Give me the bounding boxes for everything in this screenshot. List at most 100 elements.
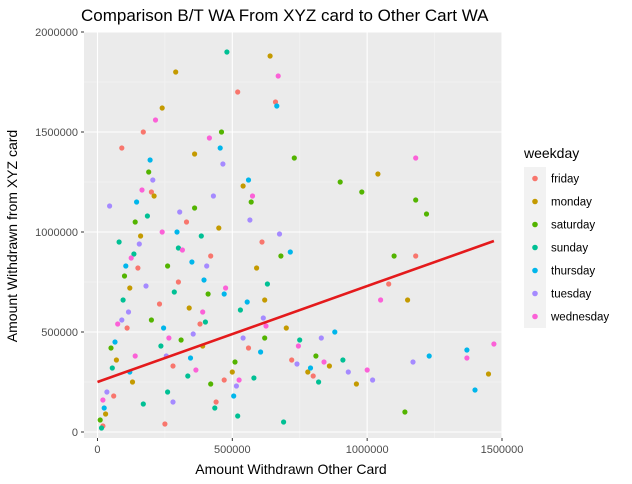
data-point [111,393,117,399]
data-point [148,317,154,323]
data-point [353,381,359,387]
legend-label-saturday: saturday [551,220,595,232]
data-point [258,349,264,355]
trend-line [97,239,495,384]
data-point [174,229,180,235]
x-axis-ticks: 0 500000 1000000 1500000 [94,438,523,456]
data-point [173,69,179,75]
series-thursday [101,103,478,411]
data-point [254,265,260,271]
y-axis-ticks: 0 500000 1000000 1500000 2000000 [35,27,84,439]
data-point [413,197,419,203]
data-point [318,335,324,341]
data-point [340,357,346,363]
data-point [218,129,225,135]
data-point [472,387,478,393]
data-point [143,283,149,289]
data-point [132,353,138,359]
data-point [278,253,284,259]
data-point [221,291,227,297]
data-point [129,379,136,385]
data-point [378,297,384,303]
data-point [156,301,163,307]
data-point [204,263,210,269]
data-point [208,253,214,259]
data-point [150,177,156,183]
data-point [159,229,165,235]
data-point [108,345,114,351]
data-point [208,381,214,387]
legend-key-monday [532,198,538,205]
data-point [386,281,392,287]
data-point [190,331,196,337]
data-point [162,421,168,427]
data-point [391,253,397,259]
data-point [202,319,208,325]
data-point [375,171,381,177]
data-point [283,325,289,331]
legend-key-friday [532,175,538,182]
data-point [220,161,226,167]
data-point [189,259,195,265]
series-tuesday [104,161,416,405]
legend-key-wednesday [532,313,538,320]
data-point [245,177,252,183]
data-point [206,135,212,141]
legend-label-tuesday: tuesday [551,289,592,301]
data-point [178,337,184,343]
data-point [132,219,138,225]
data-point [134,199,140,205]
data-point [240,183,246,189]
data-point [107,203,113,209]
data-point [405,297,411,303]
data-point [307,365,314,371]
data-point [310,373,316,379]
data-point [251,375,257,381]
data-point [321,359,327,365]
data-point [259,239,265,245]
y-tick-label: 0 [72,427,78,439]
x-tick-label: 1000000 [346,444,389,456]
chart-title: Comparison B/T WA From XYZ card to Other… [81,6,489,25]
legend-key-thursday [532,267,538,274]
data-point [115,321,121,327]
data-point [235,89,241,95]
data-point [212,405,218,411]
data-point [136,241,142,247]
data-point [274,103,280,109]
data-point [247,217,253,223]
data-point [232,359,238,365]
data-point [131,251,137,257]
x-tick-label: 1500000 [481,444,524,456]
data-point [491,341,497,347]
data-point [193,367,199,373]
data-point [159,105,165,111]
data-point [185,373,191,379]
data-point [217,145,223,151]
legend: weekday friday monday saturday sunday thursd… [523,145,609,328]
data-point [332,329,338,335]
y-tick-label: 500000 [41,327,78,339]
data-point [197,321,203,327]
data-point [148,189,154,195]
data-point [272,99,279,105]
plot-panel [84,32,502,438]
data-point [221,377,227,383]
data-point [262,297,268,303]
data-point [119,317,125,323]
legend-label-thursday: thursday [551,266,595,278]
data-point [183,219,190,225]
data-point [138,233,144,239]
data-point [305,369,311,375]
series-saturday [97,129,430,423]
data-point [124,325,130,331]
data-point [289,357,295,363]
data-point [485,371,492,377]
series-wednesday [100,73,497,403]
legend-label-wednesday: wednesday [550,312,609,324]
data-point [240,335,246,341]
data-point [120,297,126,303]
data-point [166,335,172,341]
data-point [267,53,273,59]
